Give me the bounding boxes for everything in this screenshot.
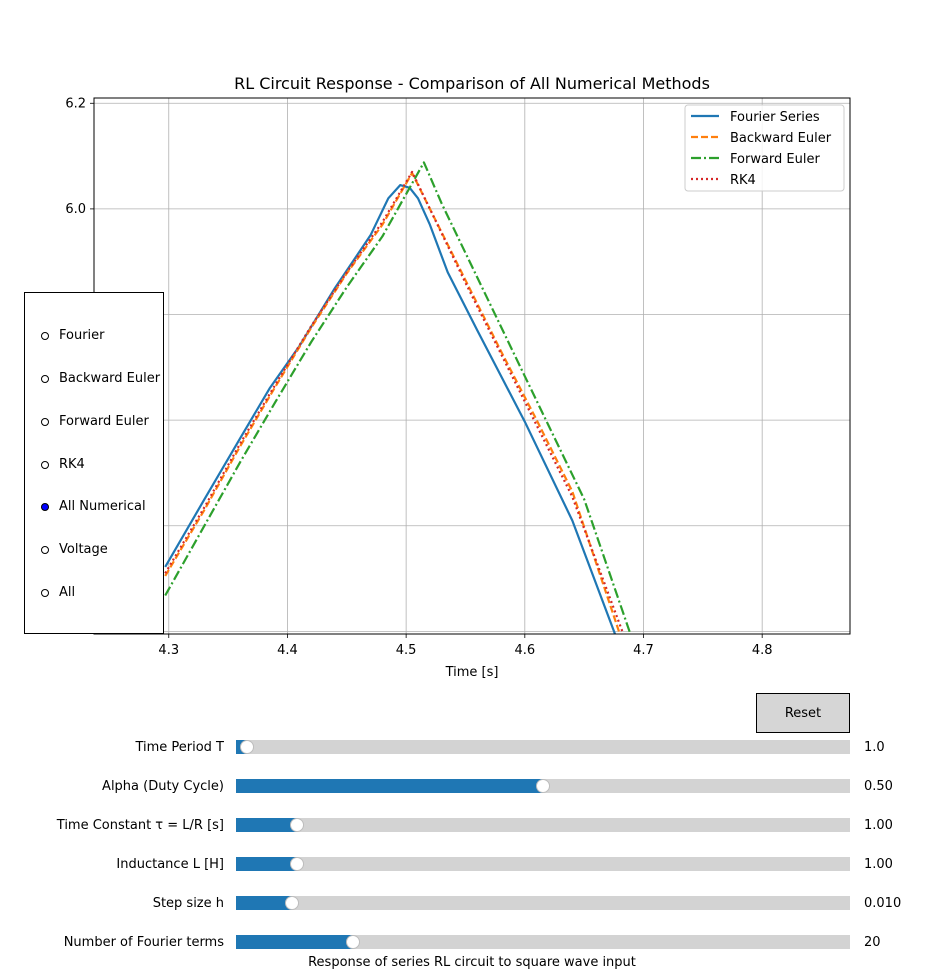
figure-caption: Response of series RL circuit to square … [308, 955, 636, 970]
radio-button-icon [41, 418, 49, 426]
grid [94, 98, 850, 634]
slider-value: 1.00 [864, 857, 893, 872]
legend-label-1: Backward Euler [730, 131, 832, 146]
slider-handle[interactable] [240, 740, 255, 754]
radio-label: Backward Euler [59, 371, 161, 386]
radio-label: All Numerical [59, 499, 146, 514]
radio-button-icon [41, 461, 49, 469]
slider-time-period: Time Period T 1.0 [0, 740, 944, 760]
slider-inductance: Inductance L [H] 1.00 [0, 857, 944, 877]
legend-label-0: Fourier Series [730, 110, 820, 125]
radio-label: All [59, 585, 76, 600]
slider-fill [236, 857, 297, 871]
radio-all[interactable]: All [25, 583, 165, 603]
slider-fill [236, 896, 293, 910]
slider-label: Inductance L [H] [116, 857, 224, 872]
x-axis-label: Time [s] [445, 665, 499, 680]
legend: Fourier Series Backward Euler Forward Eule… [684, 104, 845, 192]
radio-label: Forward Euler [59, 414, 149, 429]
slider-value: 1.0 [864, 740, 885, 755]
slider-track[interactable] [236, 779, 850, 793]
radio-button-icon [41, 589, 49, 597]
y-tick-label: 6.0 [65, 202, 86, 217]
slider-step-size: Step size h 0.010 [0, 896, 944, 916]
x-tick-label: 4.3 [158, 643, 179, 658]
slider-value: 0.50 [864, 779, 893, 794]
x-tick-label: 4.5 [396, 643, 417, 658]
chart-title: RL Circuit Response - Comparison of All … [234, 74, 710, 93]
chart-area: RL Circuit Response - Comparison of All … [65, 74, 851, 680]
radio-label: Voltage [59, 542, 108, 557]
plot-selector-radio: Fourier Backward Euler Forward Euler RK4… [24, 292, 164, 634]
slider-handle[interactable] [285, 896, 300, 910]
slider-label: Alpha (Duty Cycle) [102, 779, 224, 794]
slider-label: Time Constant τ = L/R [s] [56, 818, 224, 833]
series-line-3 [164, 170, 625, 634]
slider-value: 1.00 [864, 818, 893, 833]
series-layer [164, 161, 632, 634]
slider-time-constant: Time Constant τ = L/R [s] 1.00 [0, 818, 944, 838]
radio-voltage[interactable]: Voltage [25, 540, 165, 560]
slider-fill [236, 818, 297, 832]
slider-track[interactable] [236, 740, 850, 754]
slider-handle[interactable] [345, 935, 360, 949]
radio-button-icon [41, 503, 49, 511]
slider-label: Step size h [152, 896, 224, 911]
radio-forward-euler[interactable]: Forward Euler [25, 412, 165, 432]
slider-track[interactable] [236, 818, 850, 832]
slider-label: Number of Fourier terms [63, 935, 224, 950]
slider-value: 0.010 [864, 896, 902, 911]
radio-button-icon [41, 332, 49, 340]
radio-button-icon [41, 375, 49, 383]
slider-duty-cycle: Alpha (Duty Cycle) 0.50 [0, 779, 944, 799]
series-line-2 [164, 161, 632, 634]
radio-label: RK4 [59, 457, 85, 472]
slider-handle[interactable] [536, 779, 550, 793]
ticks: 4.3 4.4 4.5 4.6 4.7 4.8 6.0 6.2 [65, 96, 772, 658]
slider-track[interactable] [236, 857, 850, 871]
radio-fourier[interactable]: Fourier [25, 326, 165, 346]
reset-button[interactable]: Reset [756, 693, 850, 733]
radio-all-numerical[interactable]: All Numerical [25, 497, 165, 517]
slider-value: 20 [864, 935, 881, 950]
slider-handle[interactable] [289, 818, 304, 832]
slider-fourier-terms: Number of Fourier terms 20 [0, 935, 944, 955]
slider-track[interactable] [236, 935, 850, 949]
slider-track[interactable] [236, 896, 850, 910]
legend-label-3: RK4 [730, 173, 756, 188]
slider-fill [236, 779, 543, 793]
x-tick-label: 4.4 [277, 643, 298, 658]
slider-label: Time Period T [135, 740, 224, 755]
radio-label: Fourier [59, 328, 105, 343]
series-line-1 [164, 171, 621, 634]
legend-label-2: Forward Euler [730, 152, 820, 167]
radio-backward-euler[interactable]: Backward Euler [25, 369, 165, 389]
radio-button-icon [41, 546, 49, 554]
x-tick-label: 4.6 [514, 643, 535, 658]
x-tick-label: 4.8 [752, 643, 773, 658]
series-line-0 [164, 184, 617, 634]
slider-fill [236, 935, 353, 949]
slider-handle[interactable] [289, 857, 304, 871]
y-tick-label: 6.2 [65, 96, 86, 111]
x-tick-label: 4.7 [633, 643, 654, 658]
radio-rk4[interactable]: RK4 [25, 455, 165, 475]
legend-box [684, 104, 845, 192]
